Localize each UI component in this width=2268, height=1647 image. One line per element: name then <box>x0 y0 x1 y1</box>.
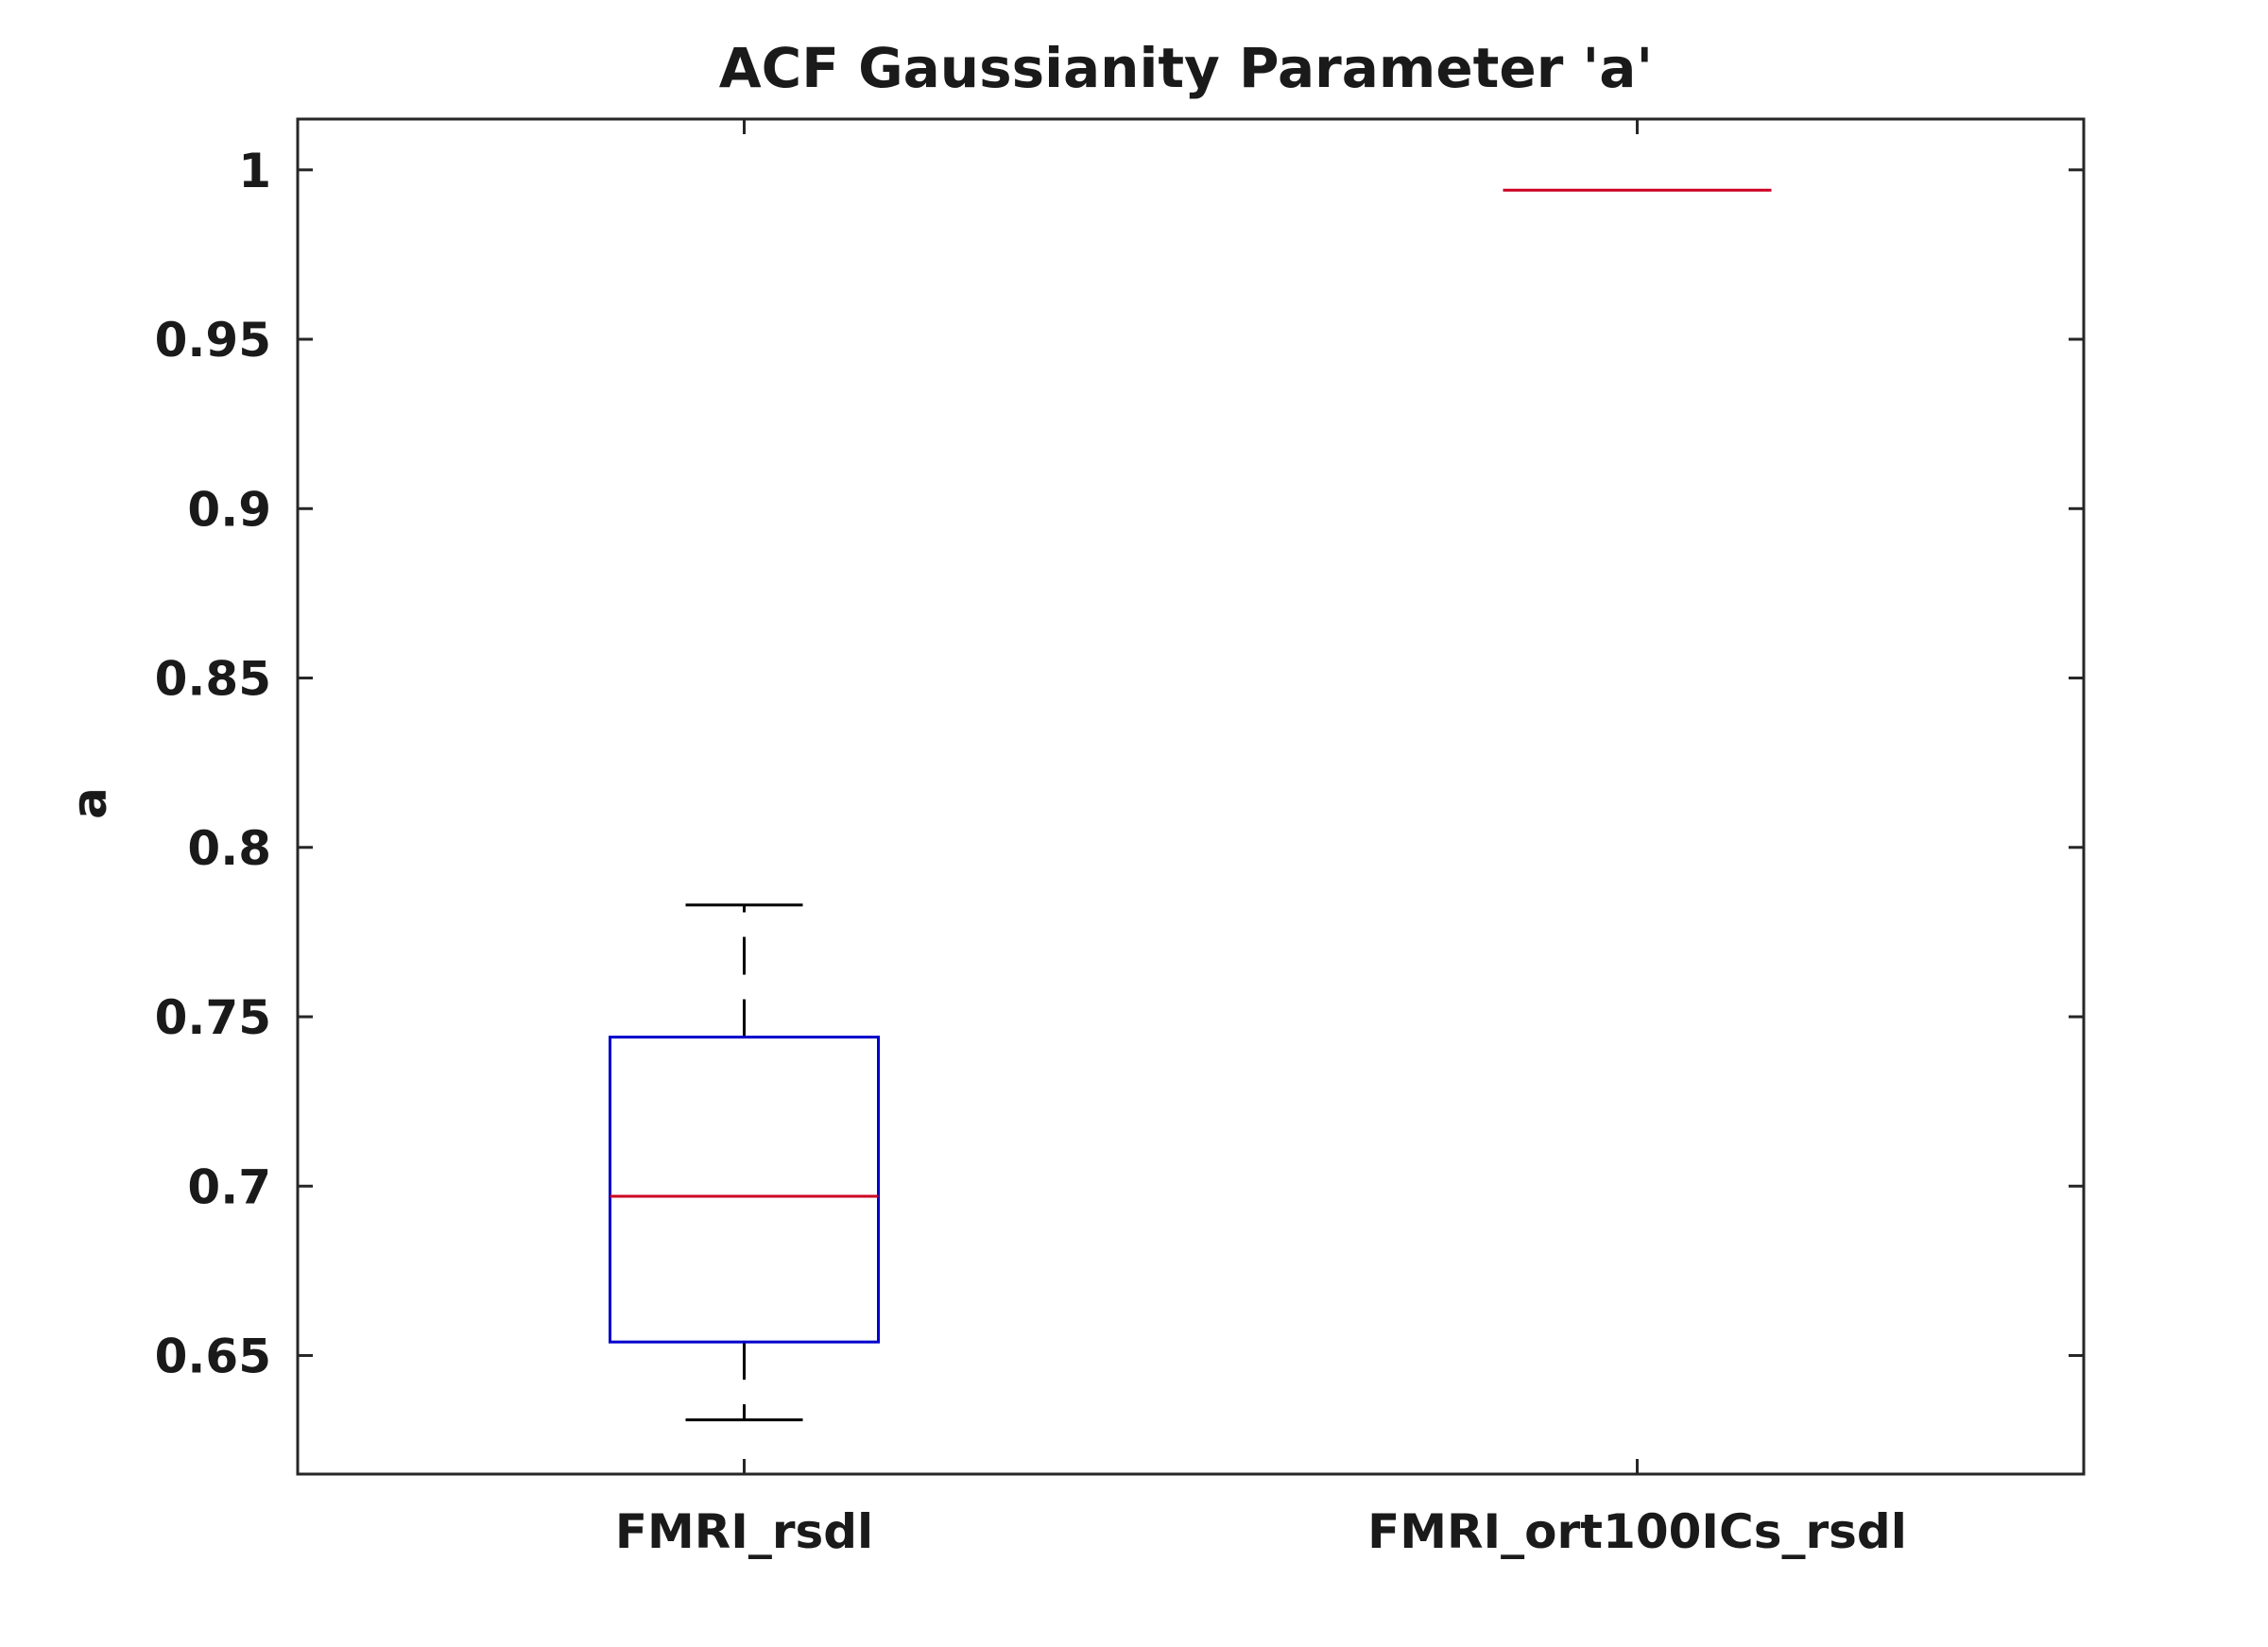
y-tick-label: 0.75 <box>155 990 271 1045</box>
y-tick-label: 0.8 <box>187 821 271 876</box>
chart-title: ACF Gaussianity Parameter 'a' <box>719 36 1653 100</box>
y-tick-label: 0.9 <box>187 482 271 537</box>
x-axis-ticks: FMRI_rsdl FMRI_ort100ICs_rsdl <box>615 119 1907 1559</box>
plot-area-frame <box>296 117 2086 1476</box>
y-tick-label: 0.85 <box>155 652 271 707</box>
y-tick-label: 0.95 <box>155 313 271 368</box>
x-tick-label: FMRI_rsdl <box>615 1504 873 1559</box>
y-axis-ticks: 0.65 0.7 0.75 0.8 0.85 0.9 0.95 1 <box>155 144 2084 1384</box>
box-series <box>609 188 1772 1422</box>
y-tick-label: 0.7 <box>187 1159 271 1214</box>
y-tick-label: 0.65 <box>155 1330 271 1384</box>
y-axis-label: a <box>62 787 117 819</box>
y-tick-label: 1 <box>238 144 271 198</box>
interquartile-box <box>609 1036 880 1344</box>
box-group <box>609 903 880 1422</box>
x-tick-label: FMRI_ort100ICs_rsdl <box>1367 1504 1907 1559</box>
